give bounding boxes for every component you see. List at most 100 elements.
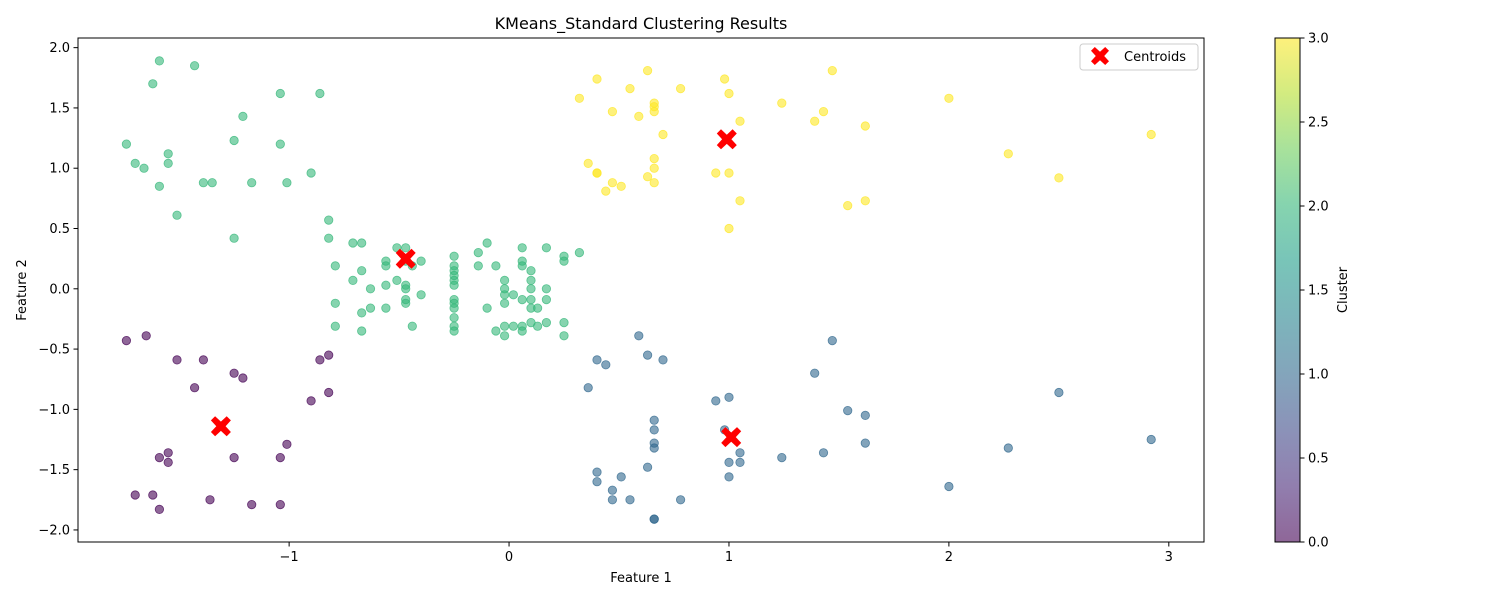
data-point-cluster-0 bbox=[238, 373, 248, 383]
data-point-cluster-1 bbox=[827, 335, 837, 346]
x-tick-label: 0 bbox=[505, 550, 513, 565]
data-point-cluster-1 bbox=[724, 392, 734, 402]
data-point-cluster-1 bbox=[711, 396, 721, 406]
data-point-cluster-2 bbox=[247, 178, 257, 188]
data-point-cluster-0 bbox=[154, 452, 164, 463]
data-point-cluster-3 bbox=[592, 74, 602, 84]
data-point-cluster-2 bbox=[357, 326, 367, 336]
data-point-cluster-1 bbox=[944, 481, 954, 492]
data-point-cluster-2 bbox=[473, 261, 483, 271]
data-point-cluster-3 bbox=[1003, 149, 1013, 159]
data-point-cluster-0 bbox=[306, 396, 316, 406]
data-point-cluster-0 bbox=[172, 355, 182, 365]
y-tick-label: −1.0 bbox=[38, 403, 70, 418]
data-point-cluster-1 bbox=[777, 452, 787, 463]
colorbar-gradient bbox=[1275, 38, 1300, 542]
x-axis-ticks: −1 0 1 2 3 bbox=[280, 542, 1173, 565]
data-point-cluster-1 bbox=[1003, 443, 1013, 453]
data-point-cluster-1 bbox=[735, 448, 745, 458]
data-point-cluster-2 bbox=[526, 284, 536, 294]
data-point-cluster-3 bbox=[675, 84, 686, 94]
data-point-cluster-2 bbox=[139, 163, 149, 173]
data-point-cluster-2 bbox=[499, 331, 510, 341]
data-point-cluster-2 bbox=[392, 275, 402, 285]
legend: Centroids bbox=[1079, 43, 1199, 71]
data-point-cluster-2 bbox=[365, 303, 376, 313]
data-point-cluster-2 bbox=[559, 256, 569, 266]
data-point-cluster-2 bbox=[148, 79, 158, 89]
data-point-cluster-2 bbox=[517, 294, 527, 305]
data-point-cluster-3 bbox=[583, 158, 593, 168]
data-point-cluster-0 bbox=[130, 490, 140, 500]
data-point-cluster-2 bbox=[401, 284, 411, 294]
data-point-cluster-0 bbox=[324, 387, 334, 398]
data-point-cluster-1 bbox=[843, 405, 853, 416]
data-point-cluster-2 bbox=[532, 321, 543, 331]
data-point-cluster-3 bbox=[642, 172, 653, 182]
data-point-cluster-2 bbox=[449, 251, 459, 261]
data-point-cluster-2 bbox=[315, 88, 325, 99]
data-point-cluster-0 bbox=[275, 452, 285, 463]
data-point-cluster-3 bbox=[616, 181, 626, 191]
data-point-cluster-2 bbox=[198, 178, 208, 188]
data-point-cluster-2 bbox=[526, 275, 536, 285]
data-point-cluster-3 bbox=[944, 93, 954, 103]
data-point-cluster-1 bbox=[818, 448, 829, 458]
y-tick-label: 0.0 bbox=[49, 282, 70, 297]
data-point-cluster-1 bbox=[592, 477, 602, 487]
data-point-cluster-2 bbox=[407, 321, 417, 331]
y-tick-label: 1.0 bbox=[49, 162, 70, 177]
data-point-cluster-1 bbox=[724, 457, 734, 467]
data-point-cluster-3 bbox=[649, 154, 659, 164]
x-axis-label: Feature 1 bbox=[610, 571, 672, 586]
data-point-cluster-2 bbox=[517, 326, 527, 336]
y-tick-label: 1.5 bbox=[49, 101, 70, 116]
data-point-cluster-0 bbox=[121, 335, 132, 346]
data-point-cluster-3 bbox=[1054, 173, 1064, 183]
data-point-cluster-2 bbox=[482, 303, 492, 313]
y-tick-label: −2.0 bbox=[38, 523, 70, 538]
data-point-cluster-1 bbox=[649, 425, 659, 435]
data-point-cluster-1 bbox=[860, 438, 870, 448]
data-point-cluster-2 bbox=[154, 181, 164, 191]
data-point-cluster-2 bbox=[381, 256, 391, 266]
data-point-cluster-1 bbox=[592, 467, 602, 477]
data-point-cluster-2 bbox=[172, 210, 182, 220]
data-point-cluster-1 bbox=[616, 472, 626, 482]
data-point-cluster-2 bbox=[381, 280, 391, 290]
data-point-cluster-2 bbox=[517, 261, 527, 271]
data-point-cluster-3 bbox=[601, 186, 611, 196]
data-point-cluster-2 bbox=[559, 331, 569, 341]
data-point-cluster-2 bbox=[526, 294, 536, 305]
data-point-cluster-1 bbox=[810, 368, 820, 378]
data-point-cluster-2 bbox=[449, 326, 459, 336]
data-point-cluster-2 bbox=[330, 261, 340, 271]
data-point-cluster-2 bbox=[491, 261, 501, 271]
centroid-marker bbox=[716, 129, 737, 150]
y-tick-label: −0.5 bbox=[38, 343, 70, 358]
data-point-cluster-1 bbox=[1146, 434, 1156, 445]
plot-frame bbox=[77, 37, 1205, 543]
data-point-cluster-1 bbox=[649, 443, 659, 453]
data-point-cluster-0 bbox=[275, 499, 285, 510]
colorbar-tick-label: 2.0 bbox=[1308, 200, 1329, 215]
centroid-marker bbox=[210, 416, 231, 437]
data-point-cluster-2 bbox=[401, 243, 411, 253]
data-point-cluster-1 bbox=[735, 457, 745, 467]
data-point-cluster-3 bbox=[735, 116, 745, 126]
data-point-cluster-3 bbox=[735, 196, 745, 206]
data-point-cluster-3 bbox=[860, 121, 870, 131]
x-tick-label: 2 bbox=[945, 550, 953, 565]
data-point-cluster-1 bbox=[592, 355, 602, 365]
data-point-cluster-3 bbox=[574, 93, 585, 103]
data-point-cluster-3 bbox=[818, 107, 829, 117]
data-point-cluster-3 bbox=[827, 66, 837, 76]
data-point-cluster-2 bbox=[449, 313, 459, 323]
data-point-cluster-2 bbox=[499, 321, 510, 331]
data-point-cluster-1 bbox=[675, 495, 686, 505]
data-point-cluster-1 bbox=[607, 495, 618, 505]
data-point-cluster-2 bbox=[330, 321, 340, 331]
data-point-cluster-2 bbox=[517, 243, 527, 253]
data-point-cluster-0 bbox=[163, 448, 173, 458]
data-point-cluster-3 bbox=[810, 116, 820, 126]
